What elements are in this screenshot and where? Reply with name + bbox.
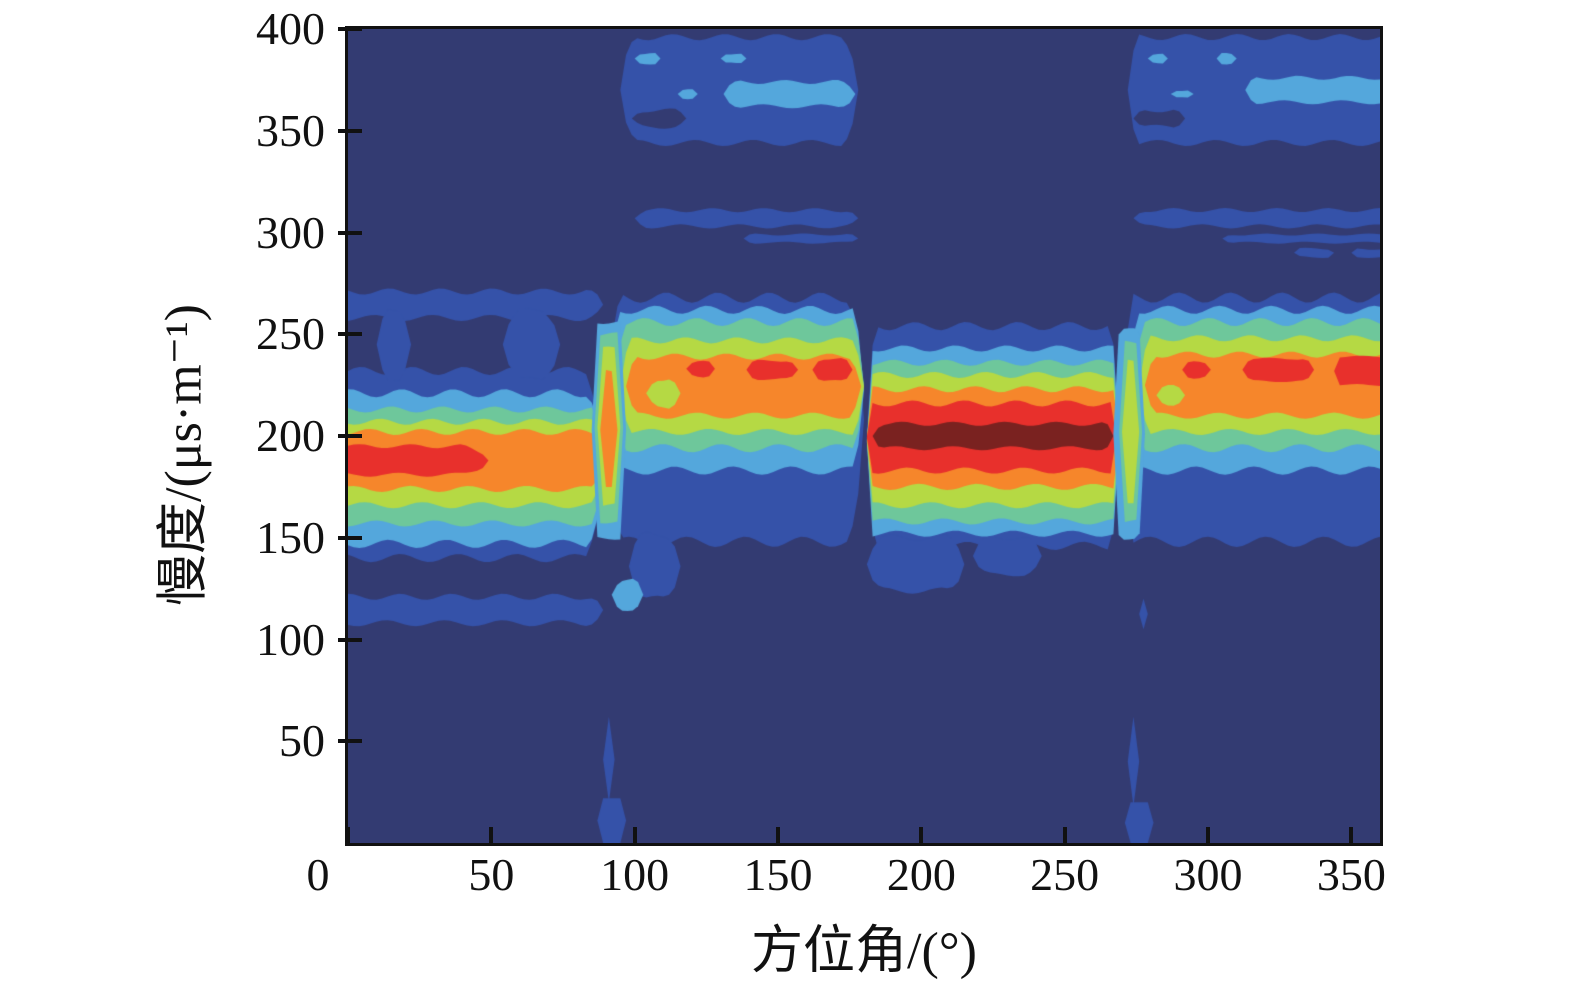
x-tick-mark <box>1062 827 1067 843</box>
y-tick-label: 50 <box>279 715 325 767</box>
y-tick-label: 250 <box>256 308 325 360</box>
y-tick-label: 150 <box>256 511 325 563</box>
x-tick-label: 100 <box>600 849 670 900</box>
x-tick-mark <box>1206 827 1210 843</box>
x-axis-label: 方位角/(°) <box>751 923 977 980</box>
y-tick-mark <box>338 230 362 235</box>
x-tick-mark <box>489 827 494 843</box>
x-tick-label: 250 <box>1030 849 1100 900</box>
y-tick-mark <box>338 535 362 540</box>
x-tick-mark <box>632 827 637 843</box>
y-tick-mark <box>338 434 362 438</box>
y-tick-mark <box>338 27 362 31</box>
y-tick-mark <box>338 637 362 642</box>
heatmap-canvas <box>348 29 1380 843</box>
y-tick-label: 350 <box>256 104 325 156</box>
y-tick-mark <box>338 739 362 744</box>
x-tick-label: 50 <box>468 849 515 900</box>
y-tick-label: 200 <box>256 410 325 461</box>
y-tick-label: 100 <box>256 613 325 665</box>
x-tick-mark <box>346 827 350 843</box>
y-axis-label: 慢度/(μs·m⁻¹) <box>155 304 213 606</box>
x-tick-label: 200 <box>886 849 956 900</box>
y-tick-label: 300 <box>256 206 325 258</box>
y-tick-label: 400 <box>256 3 325 54</box>
plot-area <box>338 26 1383 846</box>
x-tick-mark <box>776 827 780 843</box>
x-tick-label: 0 <box>306 849 330 900</box>
x-tick-label: 300 <box>1173 849 1243 900</box>
x-tick-label: 350 <box>1316 849 1386 900</box>
x-tick-label: 150 <box>743 849 813 900</box>
y-tick-mark <box>338 128 362 133</box>
x-tick-mark <box>919 827 924 843</box>
x-tick-mark <box>1349 827 1354 843</box>
y-tick-mark <box>338 332 362 337</box>
